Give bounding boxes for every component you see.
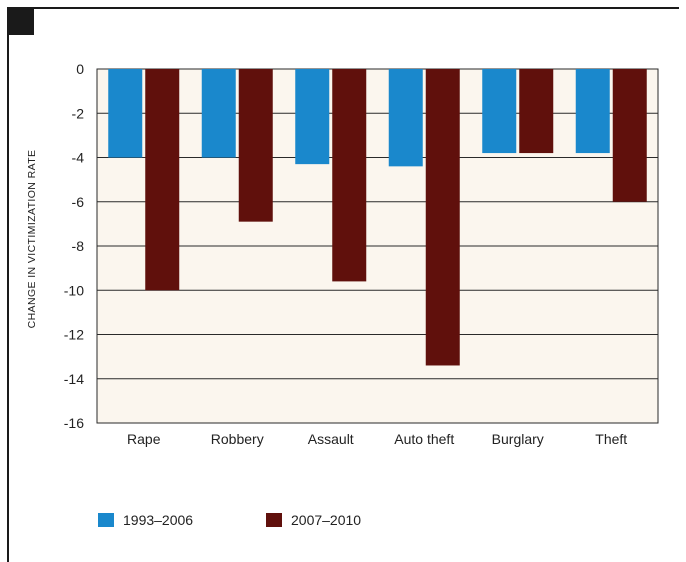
frame-left-rule (7, 7, 9, 562)
bar-1-burglary (482, 69, 517, 154)
legend-label-series-2: 2007–2010 (291, 512, 362, 528)
bar-2-assault (332, 69, 367, 282)
legend-label-series-1: 1993–2006 (123, 512, 194, 528)
x-tick-label: Theft (595, 431, 627, 447)
x-tick-label: Assault (308, 431, 354, 447)
legend-item-series-2: 2007–2010 (266, 512, 361, 528)
x-tick-label: Auto theft (394, 431, 454, 447)
bar-2-theft (612, 69, 647, 202)
y-tick-label: -12 (64, 327, 84, 343)
bar-1-assault (295, 69, 330, 165)
bar-2-auto-theft (425, 69, 460, 366)
legend-swatch-series-2 (266, 513, 282, 527)
y-tick-label: -14 (64, 371, 84, 387)
y-tick-label: -10 (64, 282, 84, 298)
x-tick-label: Burglary (492, 431, 544, 447)
bar-1-robbery (201, 69, 236, 158)
bar-1-theft (575, 69, 610, 154)
bar-2-burglary (519, 69, 554, 154)
x-tick-label: Rape (127, 431, 161, 447)
legend-swatch-series-1 (98, 513, 114, 527)
bar-2-rape (145, 69, 180, 291)
bar-2-robbery (238, 69, 273, 222)
y-tick-label: 0 (76, 61, 84, 77)
y-axis-label: CHANGE IN VICTIMIZATION RATE (26, 150, 38, 329)
plot-frame (96, 68, 659, 424)
legend-item-series-1: 1993–2006 (98, 512, 193, 528)
corner-block (7, 7, 34, 35)
bar-1-rape (108, 69, 143, 158)
y-tick-label: -6 (72, 194, 85, 210)
y-tick-label: -2 (72, 105, 85, 121)
frame-top-rule (7, 7, 679, 9)
bar-1-auto-theft (388, 69, 423, 167)
x-tick-label: Robbery (211, 431, 264, 447)
y-tick-label: -16 (64, 415, 84, 431)
y-tick-label: -8 (72, 238, 85, 254)
y-tick-label: -4 (72, 150, 85, 166)
